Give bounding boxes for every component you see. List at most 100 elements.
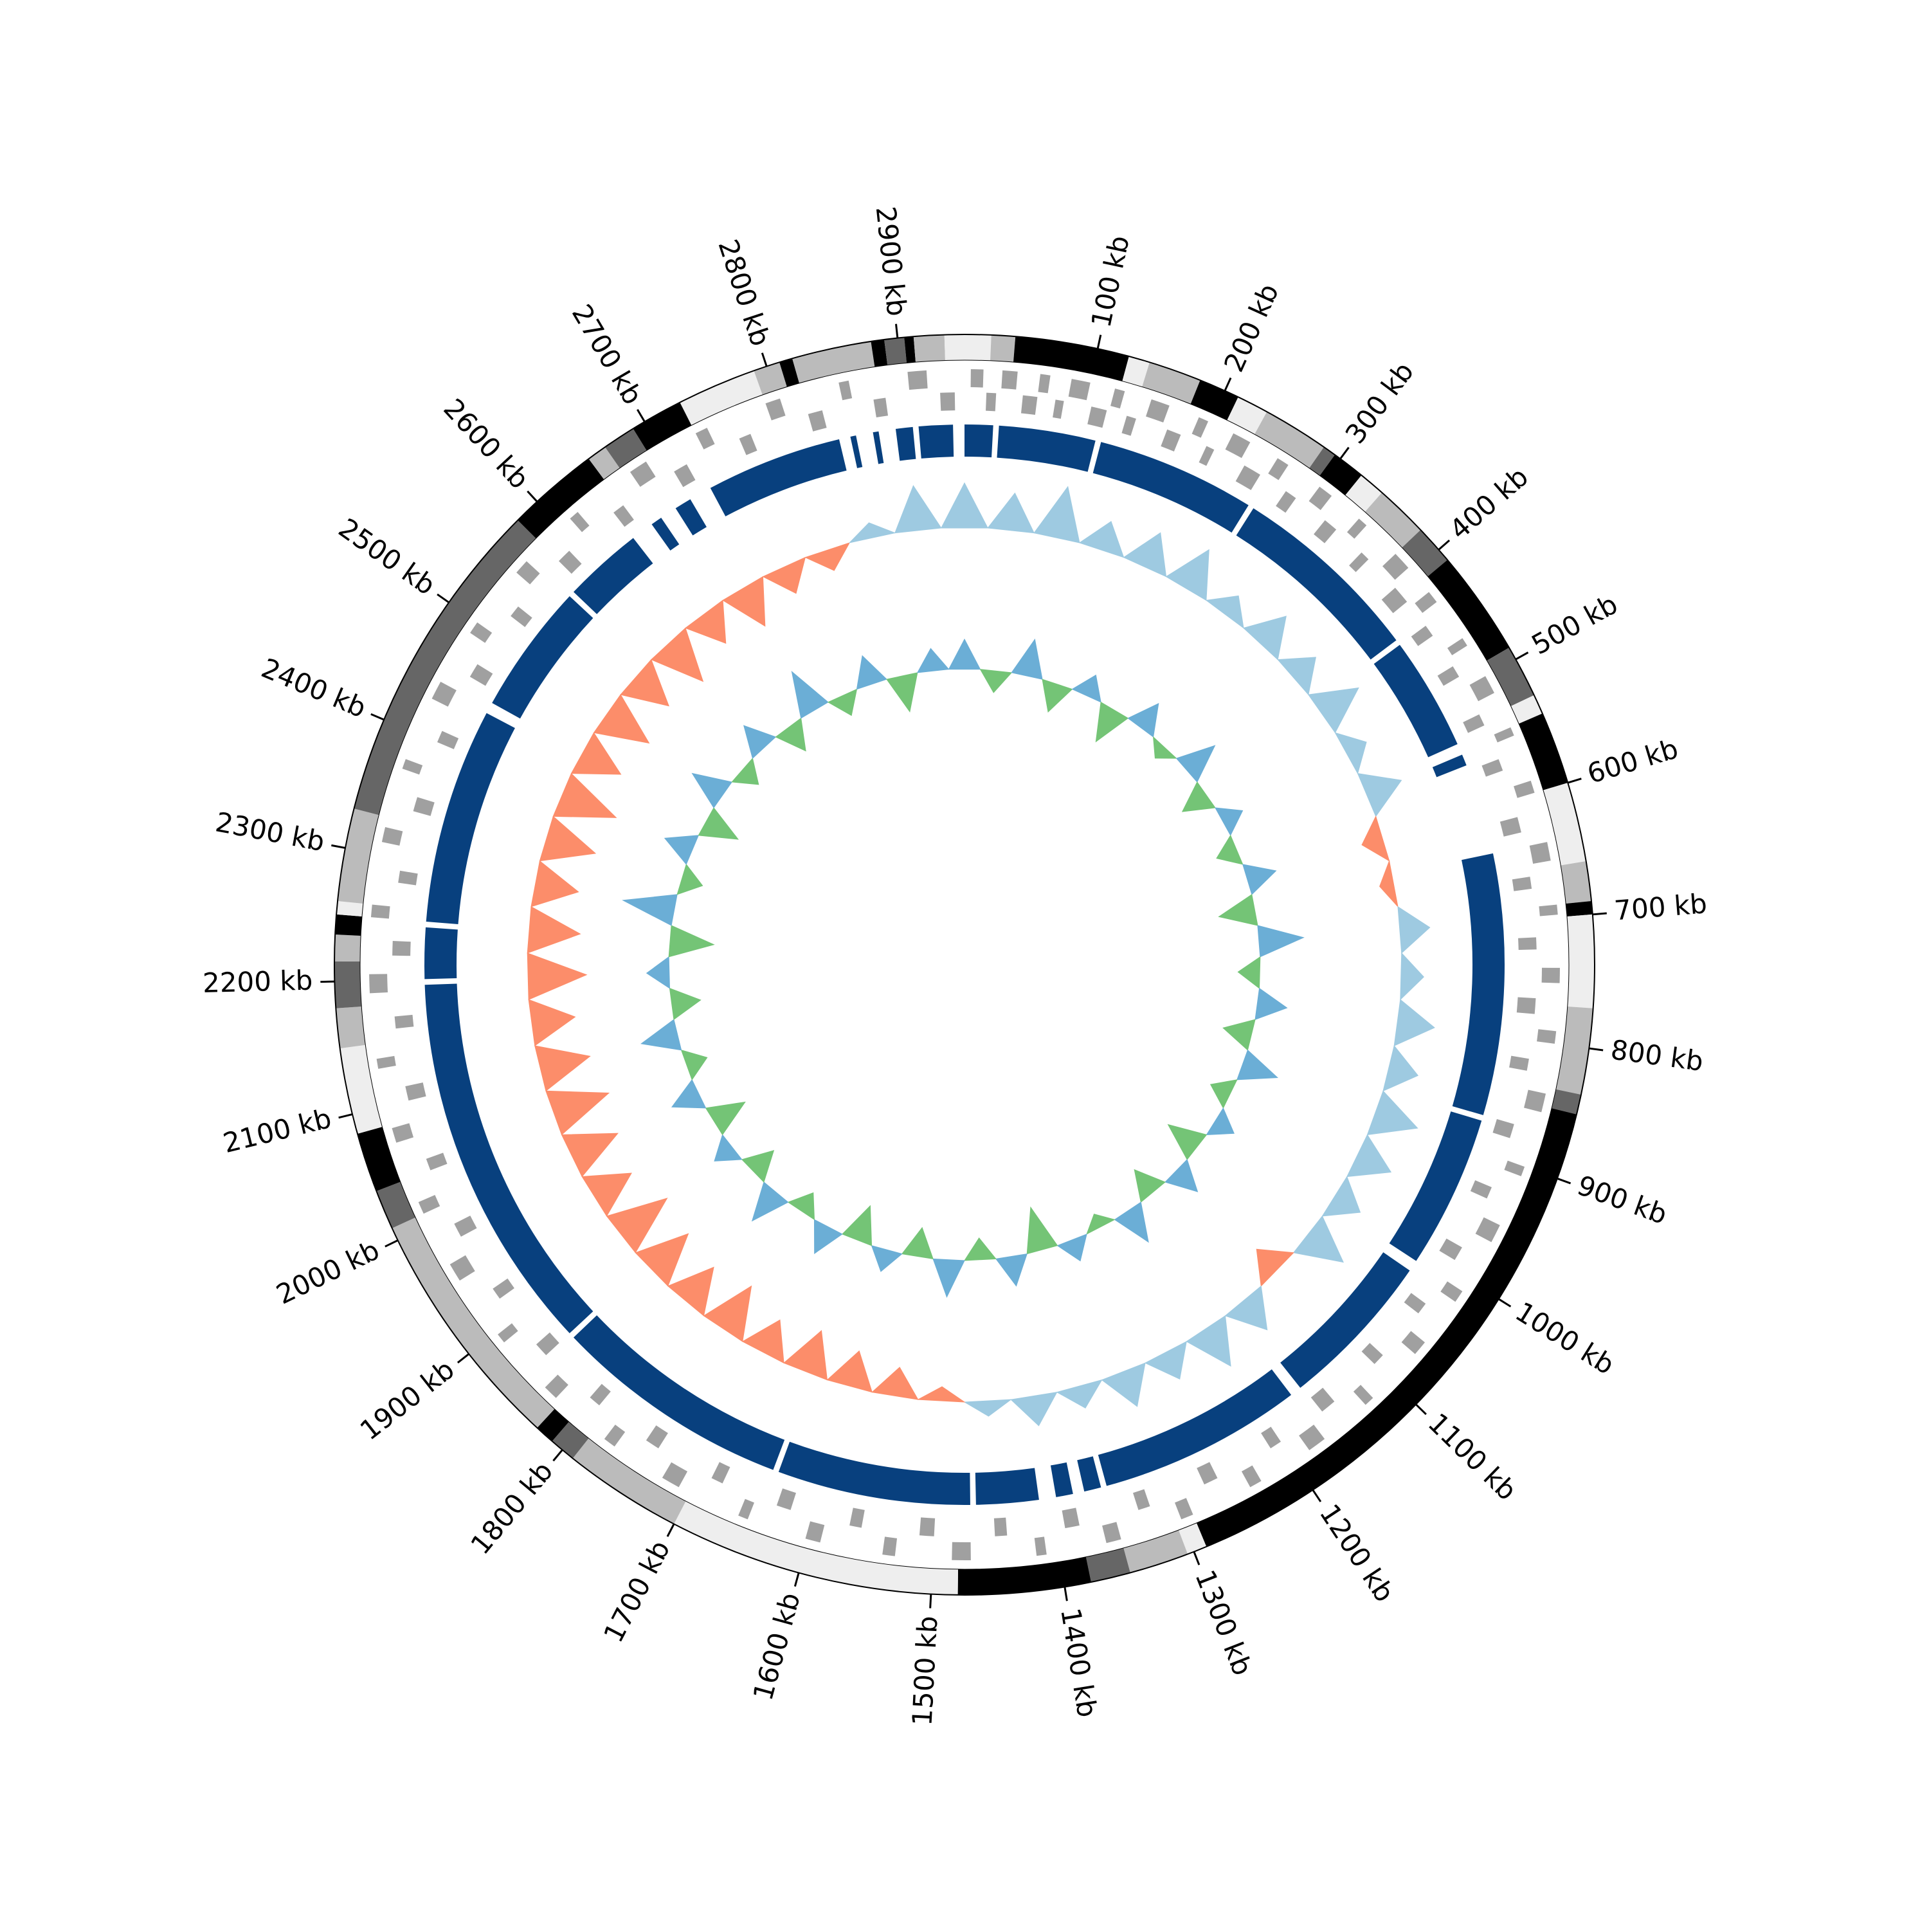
gene-reverse xyxy=(919,1517,936,1536)
gene-forward xyxy=(1524,1089,1546,1113)
signal-spike xyxy=(1218,893,1258,926)
ideogram-band xyxy=(633,402,692,451)
gene-reverse xyxy=(739,433,757,455)
alignment-block xyxy=(1236,508,1397,660)
alignment-block xyxy=(997,425,1096,472)
gene-forward xyxy=(545,1374,568,1398)
signal-spike xyxy=(787,1192,815,1221)
tick-label: 1500 kb xyxy=(906,1615,943,1727)
tick-mark xyxy=(793,1572,800,1587)
gene-reverse xyxy=(986,392,997,412)
gene-reverse xyxy=(1499,817,1521,837)
gene-reverse xyxy=(426,1153,448,1171)
gene-forward xyxy=(1146,399,1170,423)
gene-forward xyxy=(570,512,590,533)
tick-mark xyxy=(1096,334,1102,349)
gene-forward xyxy=(1346,518,1367,539)
alignment-block xyxy=(1452,853,1505,1115)
tick-label: 700 kb xyxy=(1613,888,1708,926)
signal-spike xyxy=(664,835,700,865)
gene-forward xyxy=(1401,1331,1426,1354)
signal-spike xyxy=(940,482,989,529)
ideogram-band xyxy=(990,334,1016,363)
gene-forward xyxy=(738,1499,754,1520)
tick-label: 1000 kb xyxy=(1510,1296,1620,1381)
alignment-block xyxy=(1092,442,1249,533)
alignment-block xyxy=(573,538,653,614)
ideogram-band xyxy=(1364,492,1421,548)
signal-spike xyxy=(1175,745,1216,783)
gene-forward xyxy=(498,1323,518,1343)
ideogram-band xyxy=(1561,861,1591,904)
tick-label: 2400 kb xyxy=(257,652,371,724)
ideogram-band xyxy=(340,1044,383,1134)
gene-reverse xyxy=(646,1425,668,1448)
signal-spike xyxy=(871,1244,903,1272)
gene-reverse xyxy=(1261,1426,1281,1448)
signal-spike xyxy=(1224,1285,1268,1331)
signal-spike xyxy=(1123,532,1167,578)
signal-spike xyxy=(581,1172,632,1217)
alignment-block xyxy=(850,435,863,468)
tick-label: 2300 kb xyxy=(213,806,327,857)
signal-spike xyxy=(1056,1379,1103,1409)
signal-spike xyxy=(916,1386,966,1403)
ideogram-band xyxy=(1178,1522,1207,1554)
signal-spike xyxy=(1257,925,1305,958)
ideogram-band xyxy=(537,1408,569,1441)
signal-spike xyxy=(1397,906,1431,954)
signal-spike xyxy=(1215,807,1244,836)
tick-label: 1600 kb xyxy=(747,1589,806,1704)
gene-forward xyxy=(838,380,853,401)
signal-spike xyxy=(901,1226,934,1260)
tick-label: 1100 kb xyxy=(1422,1407,1523,1507)
signal-spike xyxy=(775,717,806,752)
signal-spike xyxy=(856,655,887,690)
gene-reverse xyxy=(1381,587,1408,614)
signal-spike xyxy=(948,638,981,670)
gene-reverse xyxy=(1314,520,1337,543)
gene-reverse xyxy=(1463,714,1485,733)
signal-spike xyxy=(963,1399,1012,1417)
gene-forward xyxy=(1001,370,1018,390)
gene-forward xyxy=(1110,388,1125,409)
gene-forward xyxy=(1268,458,1289,480)
tick-label: 1400 kb xyxy=(1055,1606,1103,1720)
tick-mark xyxy=(929,1594,932,1608)
gene-forward xyxy=(1529,842,1551,864)
signal-spike xyxy=(671,1079,707,1109)
alignment-block xyxy=(1050,1462,1073,1497)
tick-mark xyxy=(552,1449,563,1462)
signal-spike xyxy=(731,758,759,785)
gene-reverse xyxy=(1087,406,1107,428)
gene-reverse xyxy=(1411,626,1433,646)
signal-spike xyxy=(1222,1019,1256,1051)
signal-spike xyxy=(1010,1391,1058,1426)
signal-spike xyxy=(1095,702,1129,743)
signal-spike xyxy=(1366,1090,1418,1136)
ideogram-band xyxy=(957,1556,1091,1595)
ideogram-band xyxy=(334,934,361,961)
ideogram-band xyxy=(779,358,800,387)
signal-spike xyxy=(1101,1362,1146,1407)
gene-forward xyxy=(1299,1425,1325,1450)
tick-mark xyxy=(637,408,646,423)
tick-mark xyxy=(385,1239,399,1248)
tick-label: 2100 kb xyxy=(220,1102,334,1159)
signal-spike xyxy=(646,956,670,989)
signal-spike xyxy=(561,1133,619,1178)
gene-forward xyxy=(1447,638,1467,655)
gene-forward xyxy=(1038,374,1051,394)
signal-spike xyxy=(1033,486,1080,543)
gene-reverse xyxy=(398,870,418,886)
gene-reverse xyxy=(1481,759,1503,777)
tick-mark xyxy=(1498,1298,1512,1308)
gene-reverse xyxy=(454,1216,477,1237)
ideogram-band xyxy=(1543,783,1586,866)
gene-reverse xyxy=(1197,1462,1218,1485)
gene-reverse xyxy=(993,1517,1008,1536)
gene-forward xyxy=(1475,1217,1500,1243)
ideogram-band xyxy=(913,334,945,363)
